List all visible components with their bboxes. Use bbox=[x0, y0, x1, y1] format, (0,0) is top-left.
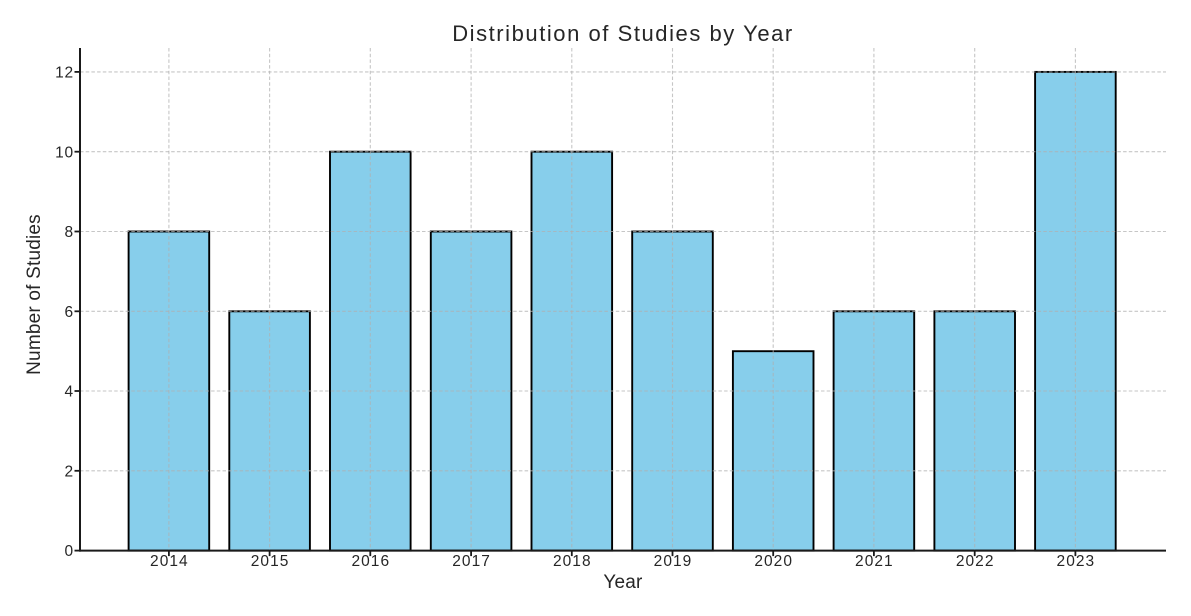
svg-text:10: 10 bbox=[55, 144, 74, 161]
svg-text:2020: 2020 bbox=[754, 553, 793, 570]
svg-text:8: 8 bbox=[64, 224, 73, 241]
svg-text:2018: 2018 bbox=[553, 553, 592, 570]
svg-text:2016: 2016 bbox=[351, 553, 390, 570]
svg-text:2014: 2014 bbox=[150, 553, 189, 570]
svg-text:6: 6 bbox=[64, 304, 73, 321]
svg-text:2022: 2022 bbox=[956, 553, 995, 570]
svg-text:2015: 2015 bbox=[251, 553, 290, 570]
svg-text:0: 0 bbox=[64, 543, 73, 560]
svg-text:4: 4 bbox=[64, 384, 73, 401]
svg-text:2021: 2021 bbox=[855, 553, 894, 570]
svg-text:Year: Year bbox=[603, 572, 643, 593]
svg-text:2023: 2023 bbox=[1057, 553, 1096, 570]
svg-text:2017: 2017 bbox=[452, 553, 491, 570]
svg-text:12: 12 bbox=[55, 65, 74, 82]
svg-text:2: 2 bbox=[64, 463, 73, 480]
svg-text:Distribution of Studies by Yea: Distribution of Studies by Year bbox=[452, 21, 794, 46]
svg-text:2019: 2019 bbox=[654, 553, 693, 570]
svg-text:Number of Studies: Number of Studies bbox=[24, 214, 45, 375]
